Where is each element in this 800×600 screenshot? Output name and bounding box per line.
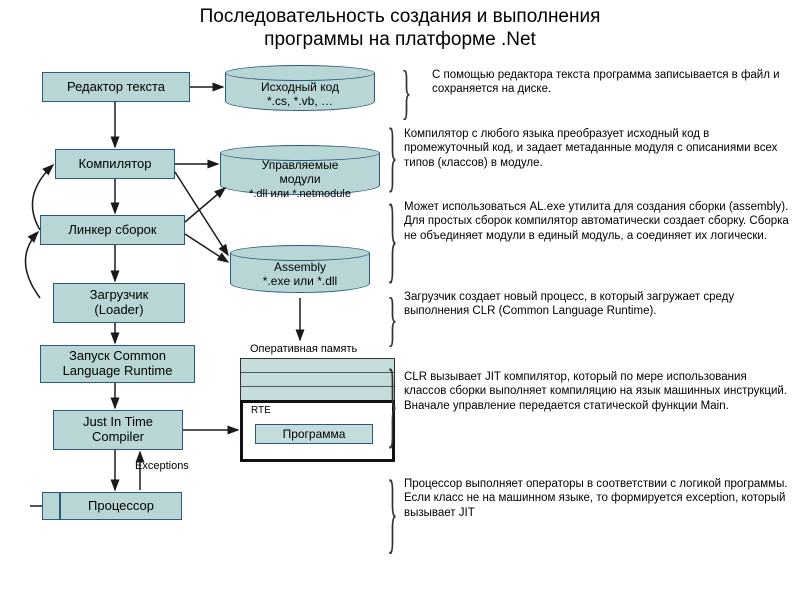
box-cpu-split [42, 492, 60, 520]
box-loader: Загрузчик(Loader) [53, 283, 185, 323]
box-cpu-label: Процессор [88, 499, 154, 514]
page-title: Последовательность создания и выполнения… [0, 6, 800, 52]
box-editor-label: Редактор текста [67, 80, 165, 95]
box-jit-label: Just In TimeCompiler [83, 415, 153, 445]
cyl-mod-l3: *.dll или *.netmodule [249, 188, 351, 200]
annotation-1: С помощью редактора текста программа зап… [432, 68, 784, 97]
brace-4: } [387, 285, 397, 354]
box-linker-label: Линкер сборок [68, 223, 156, 238]
box-compiler: Компилятор [55, 149, 175, 179]
annotation-2: Компилятор с любого языка преобразует ис… [404, 127, 792, 170]
box-clr-label: Запуск CommonLanguage Runtime [63, 349, 173, 379]
rte-label: RTE [251, 405, 271, 416]
brace-5: } [387, 349, 397, 459]
box-clr: Запуск CommonLanguage Runtime [40, 345, 195, 383]
annotation-5: CLR вызывает JIT компилятор, который по … [404, 370, 792, 413]
cyl-src-l2: *.cs, *.vb, … [267, 94, 333, 108]
annotation-6: Процессор выполняет операторы в соответс… [404, 477, 792, 520]
exceptions-label: Exceptions [135, 460, 189, 472]
memory-outer [240, 358, 395, 402]
box-loader-label: Загрузчик(Loader) [90, 288, 149, 318]
box-editor: Редактор текста [42, 72, 190, 102]
cylinder-source: Исходный код*.cs, *.vb, … [225, 65, 375, 107]
annotation-4: Загрузчик создает новый процесс, в котор… [404, 290, 792, 319]
annotation-3: Может использоваться AL.exe утилита для … [404, 200, 792, 243]
brace-1: } [401, 58, 411, 127]
brace-3: } [387, 184, 397, 294]
box-cpu: Процессор [60, 492, 182, 520]
cyl-mod-l1: Управляемые [262, 158, 339, 172]
memory-label: Оперативная память [250, 343, 357, 355]
box-linker: Линкер сборок [40, 215, 185, 245]
box-jit: Just In TimeCompiler [53, 410, 183, 450]
cyl-mod-l2: модули [279, 172, 320, 186]
program-box: Программа [255, 424, 373, 444]
brace-6: } [387, 461, 397, 565]
cyl-asm-l2: *.exe или *.dll [263, 274, 337, 288]
cyl-src-l1: Исходный код [261, 80, 339, 94]
cylinder-modules: Управляемыемодули*.dll или *.netmodule [220, 145, 380, 191]
cyl-asm-l1: Assembly [274, 260, 326, 274]
program-label: Программа [283, 427, 346, 441]
box-compiler-label: Компилятор [79, 157, 152, 172]
cylinder-assembly: Assembly*.exe или *.dll [230, 245, 370, 289]
